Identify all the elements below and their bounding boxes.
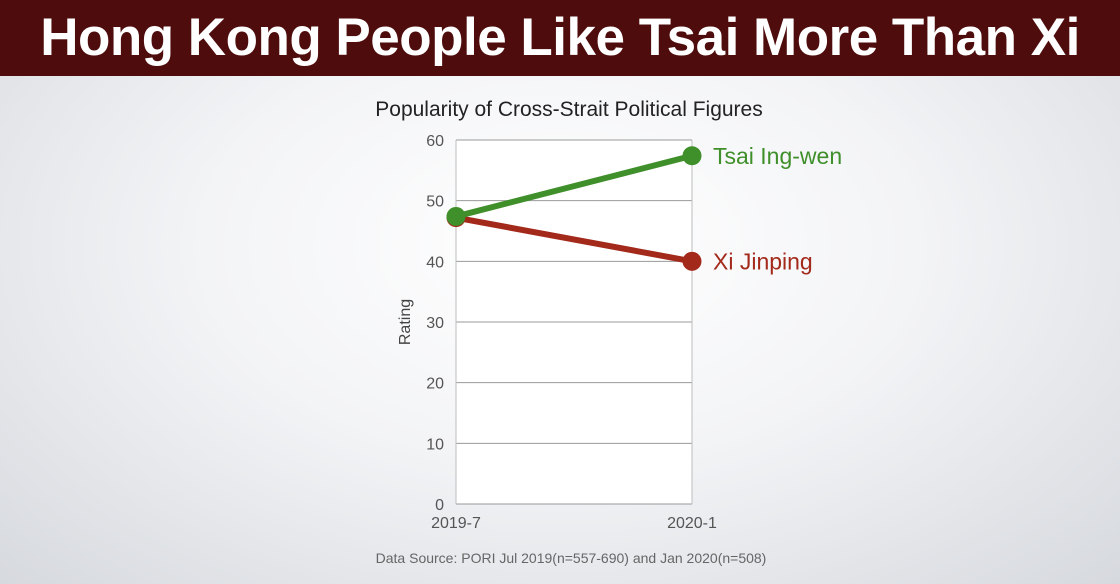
y-axis-title: Rating xyxy=(397,299,414,345)
y-tick-label: 10 xyxy=(426,436,444,453)
gridlines xyxy=(455,139,693,505)
y-axis-ticks: 0 10 20 30 40 50 60 xyxy=(426,133,444,514)
x-tick-label: 2019-7 xyxy=(431,515,481,532)
data-source-note: Data Source: PORI Jul 2019(n=557-690) an… xyxy=(376,550,767,566)
data-point-tsai-ing-wen xyxy=(446,206,466,226)
y-tick-label: 40 xyxy=(426,254,444,271)
series-label-tsai-ing-wen: Tsai Ing-wen xyxy=(713,143,842,169)
y-tick-label: 30 xyxy=(426,315,444,332)
series-label-xi-jinping: Xi Jinping xyxy=(713,248,813,274)
x-axis-ticks: 2019-7 2020-1 xyxy=(431,515,717,532)
series-line-xi-jinping xyxy=(453,214,695,265)
y-tick-label: 0 xyxy=(435,497,444,514)
y-tick-label: 50 xyxy=(426,194,444,211)
line-chart: Popularity of Cross-Strait Political Fig… xyxy=(375,98,842,566)
x-tick-label: 2020-1 xyxy=(667,515,717,532)
series-group: Xi Jinping Tsai Ing-wen xyxy=(446,143,842,274)
data-point-xi-jinping xyxy=(682,251,702,271)
data-point-tsai-ing-wen xyxy=(682,146,702,166)
chart-title: Popularity of Cross-Strait Political Fig… xyxy=(375,98,762,121)
banner-title: Hong Kong People Like Tsai More Than Xi xyxy=(0,0,1120,76)
y-tick-label: 60 xyxy=(426,133,444,150)
series-line-tsai-ing-wen xyxy=(453,152,695,220)
y-tick-label: 20 xyxy=(426,376,444,393)
